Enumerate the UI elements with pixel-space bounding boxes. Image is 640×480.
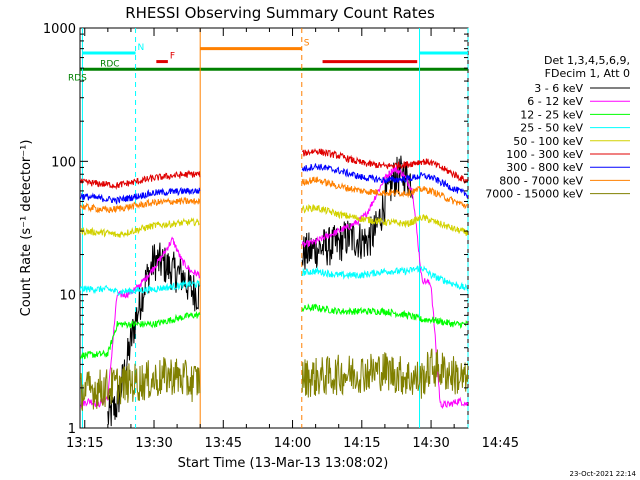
x-axis: 13:15 13:30 13:45 14:00 14:15 14:30 14:45 xyxy=(66,28,519,451)
legend-label-300-800-kev: 300 - 800 keV xyxy=(506,161,583,174)
series-layer xyxy=(80,148,468,427)
flag-label-rds: RDS xyxy=(68,73,87,83)
flag-bars: N N S F RDC xyxy=(80,39,477,71)
legend-label-7000-15000-kev: 7000 - 15000 keV xyxy=(485,188,583,201)
series-800-7000-kev xyxy=(80,176,468,214)
legend-header: Det 1,3,4,5,6,9, xyxy=(544,54,630,67)
x-tick-label: 14:00 xyxy=(274,436,311,451)
legend-label-100-300-kev: 100 - 300 keV xyxy=(506,148,583,161)
y-tick-label: 1000 xyxy=(43,22,76,37)
legend-label-50-100-kev: 50 - 100 keV xyxy=(513,135,583,148)
series-7000-15000-kev xyxy=(80,348,468,411)
legend-label-3-6-kev: 3 - 6 keV xyxy=(534,82,583,95)
flag-label-n-0: N xyxy=(138,43,145,53)
y-axis-label: Count Rate (s⁻¹ detector⁻¹) xyxy=(19,140,34,317)
y-tick-label: 1 xyxy=(68,422,76,437)
y-axis: 1 10 100 1000 xyxy=(43,22,468,437)
series-12-25-kev xyxy=(80,303,468,360)
generated-date: 23-Oct-2021 22:14 xyxy=(570,470,637,478)
chart-title: RHESSI Observing Summary Count Rates xyxy=(125,4,435,22)
x-axis-label: Start Time (13-Mar-13 13:08:02) xyxy=(178,456,389,471)
y-tick-label: 100 xyxy=(51,155,76,170)
legend-label-800-7000-kev: 800 - 7000 keV xyxy=(499,174,583,187)
flag-label-n-1: N xyxy=(470,43,477,53)
flag-label-rdc-5: RDC xyxy=(100,59,119,69)
x-tick-label: 13:15 xyxy=(66,436,103,451)
x-tick-label: 14:45 xyxy=(482,436,519,451)
series-100-300-kev xyxy=(80,148,468,190)
legend-label-25-50-kev: 25 - 50 keV xyxy=(520,122,583,135)
series-300-800-kev xyxy=(80,163,468,205)
flag-label-f-3: F xyxy=(170,52,175,62)
legend-header: FDecim 1, Att 0 xyxy=(545,67,630,80)
x-tick-label: 14:30 xyxy=(412,436,449,451)
y-tick-label: 10 xyxy=(59,289,76,304)
x-tick-label: 13:30 xyxy=(135,436,172,451)
series-25-50-kev xyxy=(80,265,468,296)
x-tick-label: 14:15 xyxy=(343,436,380,451)
x-tick-label: 13:45 xyxy=(205,436,242,451)
series-50-100-kev xyxy=(80,203,468,238)
flag-label-s-2: S xyxy=(304,39,310,49)
legend-label-6-12-kev: 6 - 12 keV xyxy=(527,95,583,108)
legend-label-12-25-kev: 12 - 25 keV xyxy=(520,108,583,121)
legend: Det 1,3,4,5,6,9,FDecim 1, Att 0 3 - 6 keV… xyxy=(485,54,630,201)
